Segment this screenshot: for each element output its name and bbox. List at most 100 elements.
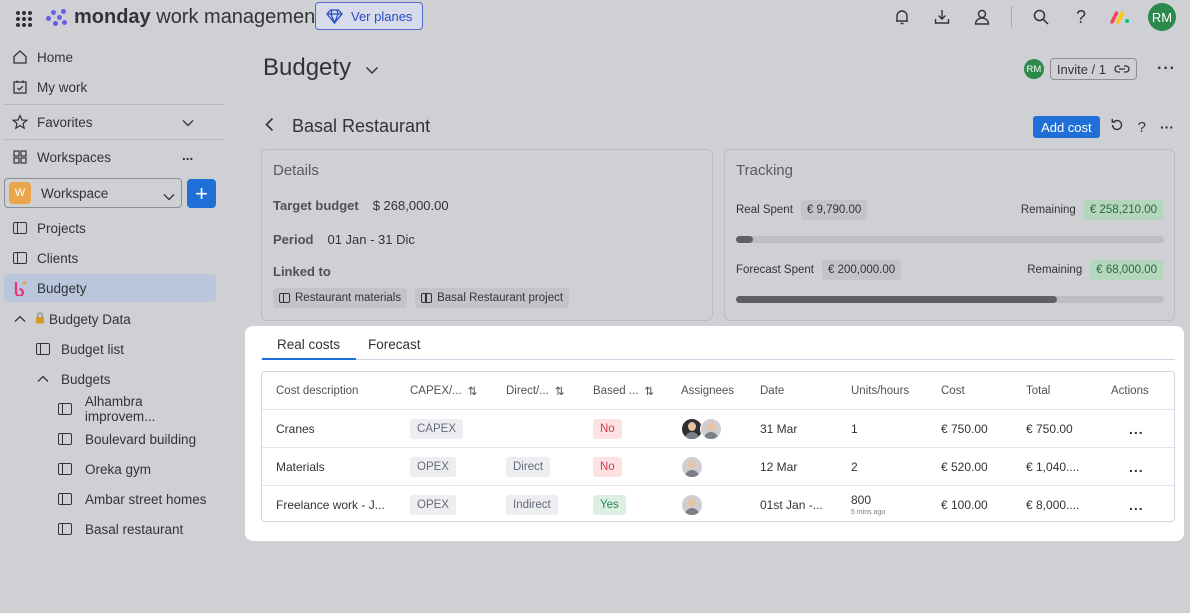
workspaces-icon — [12, 149, 28, 165]
add-cost-button[interactable]: Add cost — [1033, 116, 1100, 138]
workspace-selector[interactable]: W Workspace — [4, 178, 182, 208]
sidebar-item-budget[interactable]: Boulevard building — [4, 425, 216, 453]
direct-cell: Direct — [506, 448, 551, 485]
column-header[interactable]: CAPEX/... ⇅ — [410, 384, 478, 398]
sidebar-item-budget[interactable]: Ambar street homes — [4, 485, 216, 513]
back-chevron-icon[interactable] — [265, 116, 274, 137]
see-plans-button[interactable]: Ver planes — [315, 2, 424, 30]
units-cell: 800 5 mins ago — [851, 493, 886, 516]
chevron-up-icon[interactable] — [12, 311, 28, 327]
assignees-cell[interactable] — [681, 410, 722, 447]
board-icon — [57, 491, 73, 507]
invite-button[interactable]: Invite / 1 — [1049, 58, 1138, 80]
more-icon[interactable]: ··· — [1157, 60, 1176, 77]
based-cell: No — [593, 410, 622, 447]
tab-forecast[interactable]: Forecast — [368, 337, 421, 352]
sidebar-item-projects[interactable]: Projects — [4, 214, 216, 242]
refresh-icon[interactable] — [1110, 118, 1124, 137]
sidebar-item-home[interactable]: Home — [4, 43, 216, 71]
brand-logo[interactable]: monday work management — [46, 6, 321, 29]
board-icon — [12, 220, 28, 236]
sidebar-item-budgets[interactable]: Budgets — [4, 365, 216, 393]
cost-description: Materials — [276, 459, 325, 474]
table-row[interactable]: Freelance work - J... OPEX Indirect Yes … — [262, 486, 1174, 524]
board-icon — [57, 521, 73, 537]
column-header[interactable]: Date — [760, 384, 785, 397]
page-title[interactable]: Budgety — [263, 54, 379, 82]
chevron-down-icon[interactable] — [365, 54, 379, 82]
date-cell: 31 Mar — [760, 421, 798, 436]
chevron-up-icon[interactable] — [35, 371, 51, 387]
sidebar-item-budgety[interactable]: Budgety — [4, 274, 216, 302]
bell-icon[interactable] — [891, 6, 913, 28]
cost-cell: € 750.00 — [941, 421, 988, 436]
budget-actions: Add cost ? ··· — [1033, 116, 1174, 138]
star-icon — [12, 114, 28, 130]
search-icon[interactable] — [1030, 6, 1052, 28]
target-budget-row: Target budget $ 268,000.00 — [273, 198, 449, 213]
column-header[interactable]: Cost — [941, 384, 965, 397]
top-bar: monday work management Ver planes ? RM — [0, 0, 1190, 38]
chevron-down-icon[interactable] — [182, 115, 194, 130]
row-actions-icon[interactable]: ... — [1129, 458, 1144, 475]
based-cell: Yes — [593, 486, 626, 523]
tab-real-costs[interactable]: Real costs — [261, 337, 357, 360]
assignees-cell[interactable] — [681, 486, 703, 523]
plus-icon: + — [195, 180, 208, 206]
sidebar-item-workspaces[interactable]: Workspaces ... — [4, 143, 216, 171]
sidebar-item-my-work[interactable]: My work — [4, 73, 216, 101]
sort-icon[interactable]: ⇅ — [467, 385, 478, 398]
person-icon[interactable] — [971, 6, 993, 28]
help-icon[interactable]: ? — [1075, 6, 1086, 27]
avatar[interactable]: RM — [1023, 59, 1044, 79]
tracking-card: Tracking Real Spent € 9,790.00 Remaining… — [724, 149, 1175, 321]
table-row[interactable]: Cranes CAPEX No 31 Mar 1 € 750.00 € 750.… — [262, 410, 1174, 448]
apps-grid-icon[interactable] — [16, 11, 32, 27]
sidebar-item-budget-list[interactable]: Budget list — [4, 335, 216, 363]
costs-table: Cost description CAPEX/... ⇅ Direct/... ⇅ … — [261, 371, 1175, 522]
sidebar-item-favorites[interactable]: Favorites — [4, 108, 216, 136]
budgety-app-icon — [12, 280, 28, 296]
column-header[interactable]: Units/hours — [851, 384, 910, 397]
sidebar-item-budget[interactable]: Basal restaurant — [4, 515, 216, 543]
sort-icon[interactable]: ⇅ — [644, 385, 655, 398]
forecast-remaining: Remaining € 68,000.00 — [1027, 260, 1163, 280]
linked-board-chip[interactable]: Basal Restaurant project — [415, 288, 570, 308]
row-actions-icon[interactable]: ... — [1129, 420, 1144, 437]
total-cell: € 8,000.... — [1026, 497, 1080, 512]
sidebar-item-budget[interactable]: Alhambra improvem... — [4, 394, 216, 424]
user-avatar[interactable]: RM — [1148, 3, 1176, 31]
board-icon — [279, 293, 290, 303]
cost-description: Freelance work - J... — [276, 497, 385, 512]
column-header[interactable]: Direct/... ⇅ — [506, 384, 565, 398]
budget-title: Basal Restaurant — [292, 116, 431, 136]
column-header[interactable]: Based ... ⇅ — [593, 384, 655, 398]
cost-cell: € 520.00 — [941, 459, 988, 474]
board-icon — [57, 401, 73, 417]
linked-board-chip[interactable]: Restaurant materials — [273, 288, 408, 308]
sort-icon[interactable]: ⇅ — [554, 385, 565, 398]
download-icon[interactable] — [931, 6, 953, 28]
date-cell: 01st Jan -... — [760, 497, 823, 512]
more-icon[interactable]: ··· — [1160, 119, 1174, 135]
avatar — [681, 455, 703, 478]
title-actions: RM Invite / 1 ··· — [1023, 58, 1176, 80]
sidebar-item-budgety-data[interactable]: Budgety Data — [4, 305, 216, 333]
column-header[interactable]: Cost description — [276, 384, 359, 397]
capex-cell: OPEX — [410, 448, 456, 485]
workspaces-more-icon[interactable]: ... — [182, 148, 194, 163]
column-header[interactable]: Actions — [1111, 384, 1149, 397]
divider — [1011, 6, 1012, 28]
column-header[interactable]: Total — [1026, 384, 1051, 397]
help-icon[interactable]: ? — [1137, 118, 1146, 136]
capex-cell: CAPEX — [410, 410, 463, 447]
assignees-cell[interactable] — [681, 448, 703, 485]
sidebar-item-clients[interactable]: Clients — [4, 244, 216, 272]
column-header[interactable]: Assignees — [681, 384, 735, 397]
progress-fill — [736, 296, 1057, 303]
last-updated: 5 mins ago — [851, 509, 886, 516]
table-row[interactable]: Materials OPEX Direct No 12 Mar 2 € 520.… — [262, 448, 1174, 486]
row-actions-icon[interactable]: ... — [1129, 496, 1144, 513]
add-workspace-button[interactable]: + — [187, 179, 216, 208]
sidebar-item-budget[interactable]: Oreka gym — [4, 455, 216, 483]
